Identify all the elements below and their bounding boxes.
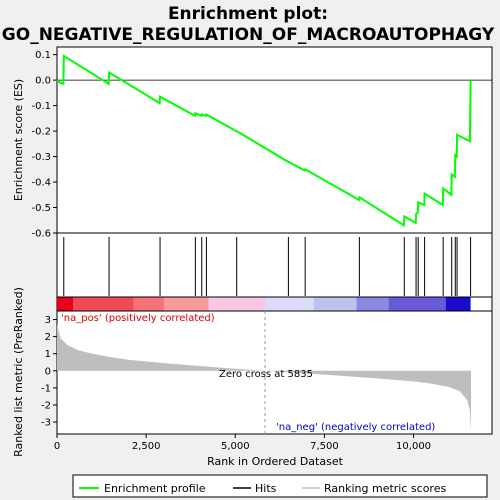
x-tick-label: 10,000 — [396, 441, 431, 452]
legend-label-enrichment-profile: Enrichment profile — [104, 482, 206, 495]
metric-y-tick-label: 0 — [45, 366, 51, 377]
es-y-tick-label: -0.6 — [31, 229, 51, 240]
legend-box — [72, 474, 488, 498]
es-y-tick-label: -0.1 — [31, 101, 51, 112]
chart-title-line2: GO_NEGATIVE_REGULATION_OF_MACROAUTOPHAGY — [2, 25, 495, 45]
metric-y-tick-label: -2 — [41, 400, 51, 411]
es-y-tick-label: -0.5 — [31, 203, 51, 214]
rank-bar-segment — [57, 297, 74, 311]
es-y-tick-label: 0.0 — [35, 76, 51, 87]
es-y-axis-label: Enrichment score (ES) — [12, 79, 25, 201]
metric-y-tick-label: 1 — [45, 349, 51, 360]
chart-title-line1: Enrichment plot: — [168, 4, 328, 24]
x-axis-label: Rank in Ordered Dataset — [207, 455, 344, 468]
rank-bar-segment — [388, 297, 446, 311]
legend-label-ranking-metric: Ranking metric scores — [324, 482, 446, 495]
es-plot-area — [56, 46, 493, 234]
rank-bar-segment — [265, 297, 314, 311]
x-tick-label: 5,000 — [221, 441, 250, 452]
positive-correlation-label: 'na_pos' (positively correlated) — [61, 313, 215, 324]
rank-bar-segment — [445, 297, 471, 311]
rank-bar-segment — [356, 297, 389, 311]
rank-bar-segment — [313, 297, 357, 311]
x-tick-label: 2,500 — [132, 441, 161, 452]
legend-label-hits: Hits — [255, 482, 277, 495]
es-y-tick-label: -0.2 — [31, 127, 51, 138]
metric-y-tick-label: 3 — [45, 315, 51, 326]
enrichment-profile-line — [56, 54, 472, 228]
metric-y-tick-label: 2 — [45, 332, 51, 343]
rank-bar-segment — [208, 297, 266, 311]
hits-panel — [56, 232, 493, 298]
es-y-tick-label: -0.3 — [31, 152, 51, 163]
metric-y-axis-label: Ranked list metric (PreRanked) — [12, 287, 25, 457]
metric-y-tick-label: -3 — [41, 418, 51, 429]
zero-cross-label: Zero cross at 5835 — [219, 369, 313, 380]
x-tick-label: 7,500 — [310, 441, 339, 452]
metric-y-tick-label: -1 — [41, 383, 51, 394]
ranking-metric-area — [57, 324, 471, 433]
x-tick-label: 0 — [54, 441, 60, 452]
negative-correlation-label: 'na_neg' (negatively correlated) — [276, 422, 435, 433]
rank-bar-segment — [73, 297, 134, 311]
es-y-tick-label: -0.4 — [31, 178, 51, 189]
es-y-tick-label: 0.1 — [35, 50, 51, 61]
rank-bar-segment — [163, 297, 209, 311]
rank-bar-segment — [133, 297, 164, 311]
